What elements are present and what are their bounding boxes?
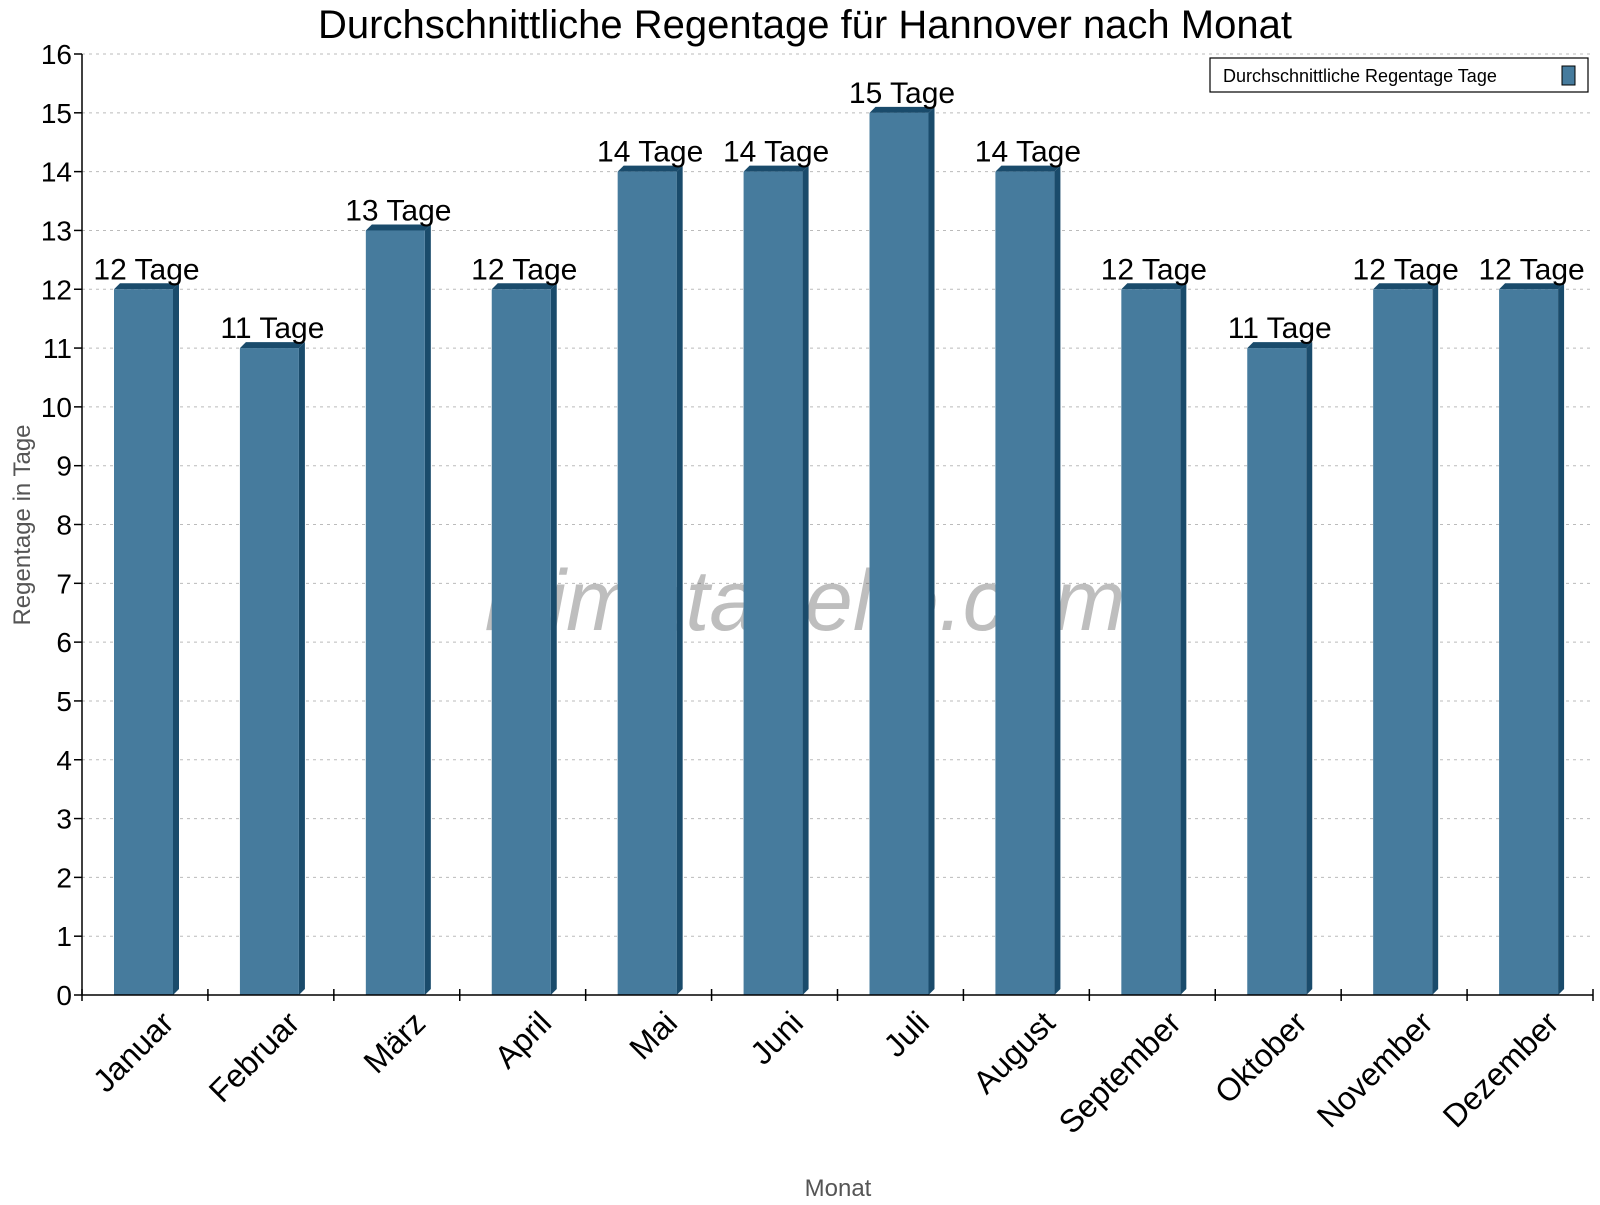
bar-side — [1432, 283, 1439, 995]
y-tick-label: 1 — [56, 921, 72, 952]
bar-top — [1247, 342, 1313, 349]
bar-dezember — [1499, 289, 1559, 995]
bars: 12 Tage 11 Tage 13 Tage 12 Tage 14 Tage 14 Ta… — [93, 77, 1585, 995]
data-label: 12 Tage — [1101, 253, 1207, 286]
x-tick-label: Februar — [202, 1004, 307, 1109]
gridlines — [82, 53, 1593, 937]
bar-top — [1373, 283, 1439, 290]
data-label: 13 Tage — [345, 194, 451, 227]
data-label: 11 Tage — [220, 312, 324, 345]
y-tick-label: 2 — [56, 862, 72, 893]
y-tick-label: 7 — [56, 568, 72, 599]
x-tick-label: November — [1310, 1004, 1440, 1134]
legend-box — [1209, 57, 1589, 93]
bar-top — [869, 106, 935, 113]
x-tick-label: August — [966, 1004, 1062, 1100]
data-label: 12 Tage — [93, 253, 199, 286]
y-tick-label: 14 — [41, 157, 72, 188]
legend-swatch — [1561, 65, 1576, 86]
bar-top — [617, 165, 683, 172]
x-tick-label: Dezember — [1436, 1004, 1566, 1134]
y-tick-label: 8 — [56, 510, 72, 541]
bar-top — [743, 165, 809, 172]
y-tick-label: 4 — [56, 745, 72, 776]
bar-oktober — [1247, 348, 1307, 995]
data-label: 15 Tage — [849, 77, 955, 110]
bar-november — [1373, 289, 1433, 995]
bar-side — [802, 165, 809, 995]
x-tick-label: Oktober — [1208, 1004, 1314, 1110]
x-axis-label: Monat — [805, 1175, 872, 1200]
chart-title: Durchschnittliche Regentage für Hannover… — [318, 3, 1292, 47]
bar-august — [995, 171, 1055, 995]
bar-side — [424, 224, 431, 995]
data-label: 12 Tage — [1353, 253, 1459, 286]
bar-juni — [743, 171, 803, 995]
x-tick-label: Mai — [622, 1004, 684, 1066]
x-tick-label: April — [487, 1004, 558, 1075]
y-axis-label: Regentage in Tage — [9, 424, 36, 625]
bar-mai — [617, 171, 677, 995]
y-tick-label: 11 — [43, 333, 72, 364]
x-tick-label: September — [1052, 1004, 1188, 1140]
bar-side — [676, 165, 683, 995]
data-label: 14 Tage — [975, 136, 1081, 169]
bar-april — [491, 289, 551, 995]
y-tick-label: 6 — [56, 627, 72, 658]
data-label: 14 Tage — [723, 136, 829, 169]
x-tick-label: März — [357, 1004, 433, 1080]
bar-side — [298, 342, 305, 995]
y-tick-label: 3 — [56, 804, 72, 835]
bar-top — [995, 165, 1061, 172]
bar-februar — [239, 348, 299, 995]
bar-side — [173, 283, 179, 995]
bar-januar — [114, 289, 173, 995]
y-tick-label: 0 — [56, 980, 72, 1011]
bar-side — [1180, 283, 1187, 995]
legend-label: Durchschnittliche Regentage Tage — [1223, 66, 1497, 86]
bar-top — [1121, 283, 1187, 290]
data-label: 12 Tage — [471, 253, 577, 286]
y-tick-label: 5 — [56, 686, 72, 717]
data-label: 12 Tage — [1478, 253, 1584, 286]
bar-side — [1054, 165, 1061, 995]
bar-top — [1499, 283, 1565, 290]
bar-top — [239, 342, 305, 349]
y-tick-label: 12 — [41, 274, 72, 305]
y-tick-label: 13 — [41, 215, 72, 246]
x-tick-label: Januar — [86, 1004, 181, 1099]
bar-top — [365, 224, 431, 231]
bar-top — [114, 283, 179, 290]
data-label: 14 Tage — [597, 136, 703, 169]
bar-side — [1306, 342, 1313, 995]
y-tick-label: 10 — [41, 392, 72, 423]
bar-side — [1558, 283, 1565, 995]
y-tick-label: 9 — [56, 451, 72, 482]
legend: Durchschnittliche Regentage Tage — [1209, 57, 1589, 93]
y-tick-label: 16 — [41, 39, 72, 70]
data-label: 11 Tage — [1228, 312, 1332, 345]
y-tick-label: 15 — [41, 98, 72, 129]
bar-side — [928, 106, 935, 995]
bar-juli — [869, 112, 929, 995]
bar-top — [491, 283, 557, 290]
bar-märz — [365, 230, 425, 995]
x-tick-label: Juli — [877, 1004, 936, 1063]
bar-september — [1121, 289, 1181, 995]
x-tick-label: Juni — [743, 1004, 810, 1071]
bar-side — [550, 283, 557, 995]
